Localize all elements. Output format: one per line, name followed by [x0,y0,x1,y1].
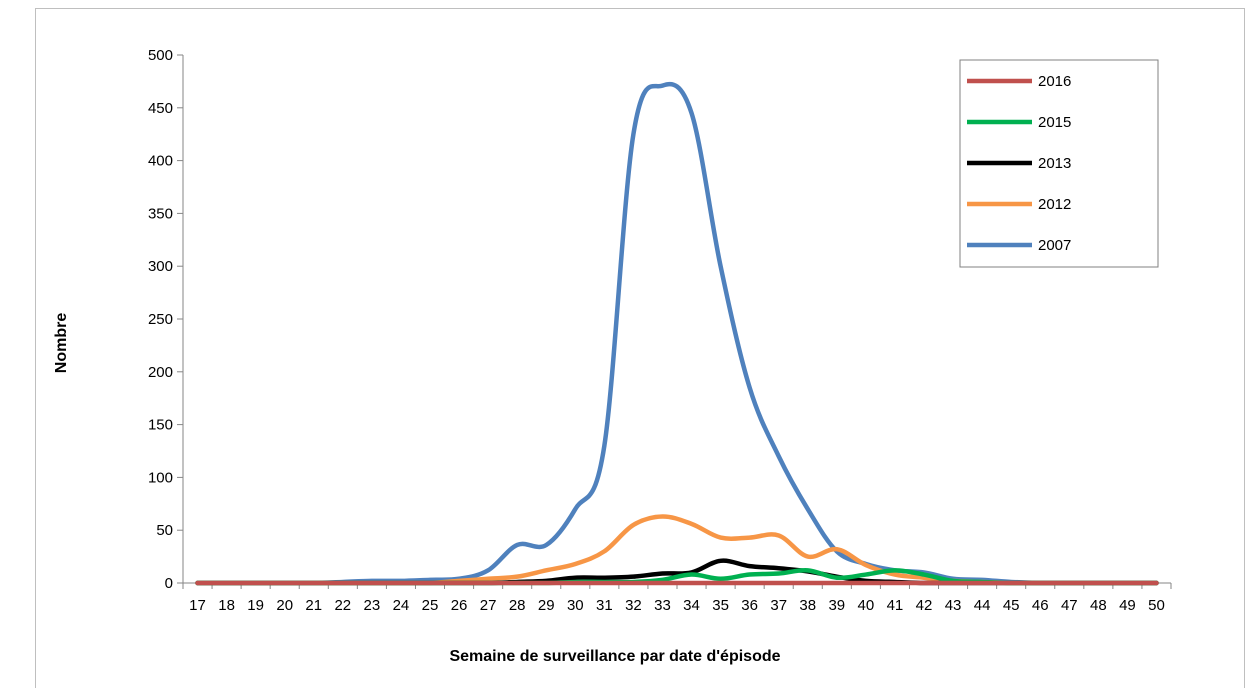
x-tick-label: 40 [858,597,875,614]
x-tick-label: 28 [509,597,526,614]
x-tick-label: 31 [596,597,613,614]
x-tick-label: 23 [364,597,381,614]
y-tick-label: 0 [165,575,173,592]
x-tick-label: 42 [916,597,933,614]
axes: 0 50 100 150 200 250 300 350 400 450 500 17 18 19 20 21… [148,47,1172,614]
x-tick-label: 25 [422,597,439,614]
x-tick-label: 33 [654,597,671,614]
legend-label-2015: 2015 [1038,114,1071,131]
y-tick-label: 200 [148,364,173,381]
x-tick-label: 49 [1119,597,1136,614]
legend-label-2007: 2007 [1038,237,1071,254]
x-tick-label: 24 [393,597,410,614]
y-tick-label: 150 [148,417,173,434]
x-tick-label: 44 [974,597,991,614]
x-tick-label: 41 [887,597,904,614]
legend-label-2016: 2016 [1038,73,1071,90]
x-tick-label: 34 [683,597,700,614]
x-tick-label: 48 [1090,597,1107,614]
y-axis-title: Nombre [53,313,70,374]
x-tick-label: 27 [480,597,497,614]
x-tick-label: 36 [741,597,758,614]
x-tick-label: 17 [189,597,206,614]
x-tick-label: 38 [799,597,816,614]
y-tick-label: 100 [148,469,173,486]
x-tick-label: 45 [1003,597,1020,614]
y-tick-label: 300 [148,258,173,275]
x-tick-label: 39 [828,597,845,614]
y-tick-label: 400 [148,153,173,170]
x-tick-label: 20 [276,597,293,614]
series-line-2013 [195,558,1159,586]
x-tick-label: 32 [625,597,642,614]
x-axis-title: Semaine de surveillance par date d'épiso… [449,648,780,665]
series-layer [195,81,1159,586]
x-tick-label: 46 [1032,597,1049,614]
x-tick-label: 22 [334,597,351,614]
legend-label-2012: 2012 [1038,196,1071,213]
y-tick-label: 50 [156,522,173,539]
x-tick-label: 37 [770,597,787,614]
x-tick-label: 30 [567,597,584,614]
x-tick-label: 43 [945,597,962,614]
y-tick-label: 450 [148,100,173,117]
x-tick-label: 35 [712,597,729,614]
x-tick-label: 21 [305,597,322,614]
y-tick-label: 500 [148,47,173,64]
chart-frame [35,8,1245,688]
y-tick-label: 350 [148,205,173,222]
legend-label-2013: 2013 [1038,155,1071,172]
y-tick-label: 250 [148,311,173,328]
x-tick-label: 19 [247,597,264,614]
x-tick-label: 18 [218,597,235,614]
x-tick-label: 50 [1148,597,1165,614]
legend: 2016 2015 2013 2012 2007 [959,59,1159,268]
x-tick-label: 47 [1061,597,1078,614]
x-tick-label: 29 [538,597,555,614]
x-tick-label: 26 [451,597,468,614]
